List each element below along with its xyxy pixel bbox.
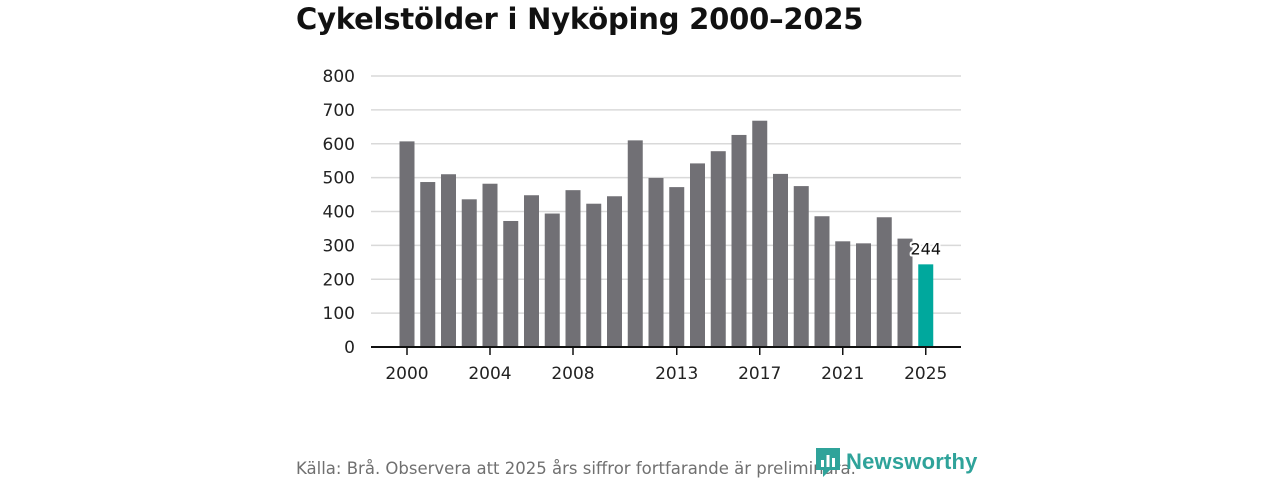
logo-text: Newsworthy	[846, 449, 978, 474]
bar-2023	[876, 217, 892, 347]
y-tick-label: 500	[323, 169, 355, 189]
bar-2005	[503, 220, 519, 347]
bar-2025	[918, 264, 934, 347]
y-tick-label: 200	[323, 270, 355, 290]
bar-2016	[731, 134, 747, 347]
x-tick-label: 2008	[551, 364, 594, 384]
x-tick-label: 2017	[738, 364, 781, 384]
x-tick-label: 2021	[821, 364, 864, 384]
y-tick-label: 800	[323, 67, 355, 87]
newsworthy-logo-icon	[816, 448, 840, 477]
bar-2018	[773, 173, 788, 347]
x-axis-ticks: 2000 2004 2008 2013 2017 2021 2025	[385, 347, 947, 384]
bar-2017	[752, 120, 768, 347]
bar-2009	[586, 203, 602, 347]
bar-2004	[482, 183, 498, 347]
bar-2002	[441, 174, 456, 347]
bar-2010	[607, 196, 622, 347]
bar-2015	[710, 151, 726, 347]
y-tick-label: 700	[323, 101, 355, 121]
bar-2022	[856, 243, 871, 347]
x-tick-label: 2025	[904, 364, 947, 384]
bar-2003	[461, 199, 477, 347]
data-label: 244	[910, 239, 941, 258]
bars	[399, 120, 934, 347]
bar-2000	[399, 141, 415, 347]
y-tick-label: 100	[323, 304, 355, 324]
bar-2024	[897, 238, 913, 347]
bar-2013	[669, 187, 685, 347]
bar-2011	[627, 140, 643, 347]
bar-2007	[544, 213, 560, 347]
chart-title: Cykelstölder i Nyköping 2000–2025	[296, 2, 864, 36]
y-axis-ticks: 0 100 200 300 400 500 600 700 800	[323, 67, 355, 358]
bar-2006	[524, 195, 539, 347]
bar-2019	[793, 186, 809, 347]
y-tick-label: 600	[323, 135, 355, 155]
y-tick-label: 400	[323, 203, 355, 223]
bar-2020	[814, 216, 830, 347]
x-tick-label: 2013	[655, 364, 698, 384]
x-tick-label: 2000	[385, 364, 428, 384]
bar-2014	[690, 163, 705, 347]
bar-2008	[565, 190, 581, 347]
gridlines	[371, 75, 961, 314]
source-note: Källa: Brå. Observera att 2025 års siffr…	[296, 459, 856, 478]
bar-2021	[835, 241, 851, 347]
data-labels: 244	[908, 237, 943, 260]
y-tick-label: 300	[323, 236, 355, 256]
bar-2012	[648, 177, 664, 347]
newsworthy-logo[interactable]: Newsworthy	[814, 446, 978, 478]
x-tick-label: 2004	[468, 364, 511, 384]
bar-2001	[420, 182, 436, 347]
y-tick-label: 0	[344, 338, 355, 358]
